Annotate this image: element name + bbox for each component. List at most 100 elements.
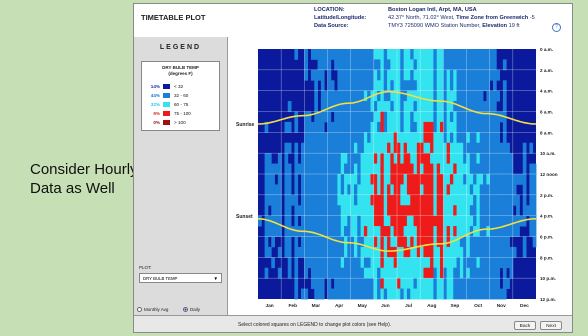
heatmap-cell bbox=[440, 246, 444, 258]
heatmap-cell bbox=[466, 226, 471, 237]
heatmap-cell bbox=[463, 226, 467, 237]
heatmap-cell bbox=[344, 267, 348, 279]
heatmap-cell bbox=[400, 194, 405, 206]
legend-item[interactable]: 0% > 100 bbox=[146, 119, 220, 126]
legend-color-swatch[interactable] bbox=[163, 102, 170, 107]
monthly-avg-radio[interactable] bbox=[137, 307, 142, 313]
heatmap-cell bbox=[423, 267, 428, 279]
plot-type-select[interactable]: DRY BULB TEMP ▼ bbox=[139, 273, 222, 283]
legend-color-swatch[interactable] bbox=[163, 93, 170, 98]
legend-item[interactable]: 32% 60 - 75 bbox=[146, 101, 220, 108]
heatmap-cell bbox=[522, 153, 527, 164]
heatmap-cell bbox=[271, 184, 275, 196]
legend-heading-variable: DRY BULB TEMP bbox=[162, 65, 199, 70]
heatmap-cell bbox=[440, 153, 444, 164]
heatmap-cell bbox=[393, 267, 398, 279]
heatmap-cell bbox=[334, 246, 338, 258]
legend-item[interactable]: 9% 75 - 100 bbox=[146, 110, 220, 117]
legend-item[interactable]: 14% < 32 bbox=[146, 83, 220, 90]
heatmap-cell bbox=[370, 174, 375, 185]
heatmap-cell bbox=[476, 80, 481, 92]
heatmap-cell bbox=[347, 184, 352, 196]
legend-color-swatch[interactable] bbox=[163, 111, 170, 116]
heatmap-cell bbox=[483, 121, 487, 133]
heatmap-cell bbox=[390, 174, 395, 185]
heatmap-cell bbox=[360, 132, 365, 144]
heatmap-cell bbox=[456, 288, 461, 300]
heatmap-cell bbox=[304, 174, 309, 185]
heatmap-cell bbox=[370, 267, 375, 279]
heatmap-cell bbox=[492, 49, 497, 60]
legend-color-swatch[interactable] bbox=[163, 84, 170, 89]
heatmap-cell bbox=[426, 59, 431, 71]
heatmap-cell bbox=[426, 132, 431, 144]
heatmap-cell bbox=[271, 215, 275, 227]
heatmap-cell bbox=[340, 226, 345, 237]
heatmap-cell bbox=[529, 215, 534, 227]
heatmap-cell bbox=[370, 153, 375, 164]
heatmap-cell bbox=[433, 278, 438, 289]
heatmap-cell bbox=[496, 278, 500, 289]
heatmap-cell bbox=[529, 174, 534, 185]
heatmap-cell bbox=[413, 69, 418, 81]
heatmap-cell bbox=[373, 101, 378, 112]
heatmap-cell bbox=[486, 246, 491, 258]
heatmap-cell bbox=[426, 257, 431, 269]
legend-color-swatch[interactable] bbox=[163, 120, 170, 125]
heatmap-cell bbox=[301, 215, 305, 227]
heatmap-cell bbox=[453, 215, 457, 227]
heatmap-cell bbox=[393, 121, 398, 133]
heatmap-cell bbox=[324, 49, 328, 60]
x-tick-label: Mar bbox=[312, 303, 321, 309]
heatmap-cell bbox=[317, 194, 322, 206]
heatmap-cell bbox=[320, 132, 325, 144]
heatmap-cell bbox=[489, 278, 494, 289]
heatmap-cell bbox=[446, 90, 451, 102]
heatmap-cell bbox=[436, 267, 441, 279]
latlon-line: 42.37° North, 71.02° West, Time Zone fro… bbox=[388, 15, 535, 21]
heatmap-cell bbox=[310, 163, 315, 175]
y-tick-label: 12 p.m. bbox=[540, 297, 556, 302]
heatmap-cell bbox=[459, 142, 464, 154]
heatmap-cell bbox=[406, 184, 411, 196]
heatmap-cell bbox=[473, 90, 477, 102]
heatmap-cell bbox=[390, 288, 395, 300]
heatmap-cell bbox=[267, 226, 272, 237]
heatmap-cell bbox=[499, 257, 504, 269]
heatmap-cell bbox=[456, 205, 461, 217]
heatmap-cell bbox=[509, 184, 514, 196]
heatmap-cell bbox=[496, 205, 500, 217]
heatmap-cell bbox=[479, 111, 484, 123]
heatmap-cell bbox=[489, 163, 494, 175]
heatmap-cell bbox=[397, 278, 401, 289]
heatmap-cell bbox=[307, 142, 312, 154]
heatmap-cell bbox=[287, 194, 292, 206]
legend-item[interactable]: 44% 32 - 60 bbox=[146, 92, 220, 99]
heatmap-cell bbox=[499, 142, 504, 154]
heatmap-cell bbox=[387, 69, 391, 81]
next-button[interactable]: Next bbox=[540, 321, 562, 330]
heatmap-cell bbox=[330, 132, 335, 144]
heatmap-cell bbox=[330, 267, 335, 279]
heatmap-cell bbox=[340, 267, 345, 279]
heatmap-cell bbox=[476, 111, 481, 123]
heatmap-cell bbox=[426, 278, 431, 289]
heatmap-cell bbox=[433, 205, 438, 217]
heatmap-cell bbox=[410, 132, 414, 144]
heatmap-cell bbox=[502, 121, 507, 133]
heatmap-cell bbox=[363, 267, 368, 279]
heatmap-cell bbox=[390, 226, 395, 237]
heatmap-cell bbox=[416, 278, 421, 289]
daily-radio[interactable] bbox=[182, 307, 188, 313]
heatmap-cell bbox=[466, 59, 471, 71]
heatmap-cell bbox=[416, 205, 421, 217]
help-icon[interactable]: ? bbox=[552, 23, 561, 32]
back-button[interactable]: Back bbox=[514, 321, 536, 330]
heatmap-cell bbox=[413, 80, 418, 92]
heatmap-cell bbox=[383, 257, 388, 269]
heatmap-cell bbox=[440, 194, 444, 206]
heatmap-cell bbox=[436, 226, 441, 237]
heatmap-cell bbox=[466, 267, 471, 279]
heatmap-cell bbox=[367, 90, 371, 102]
heatmap-cell bbox=[473, 153, 477, 164]
